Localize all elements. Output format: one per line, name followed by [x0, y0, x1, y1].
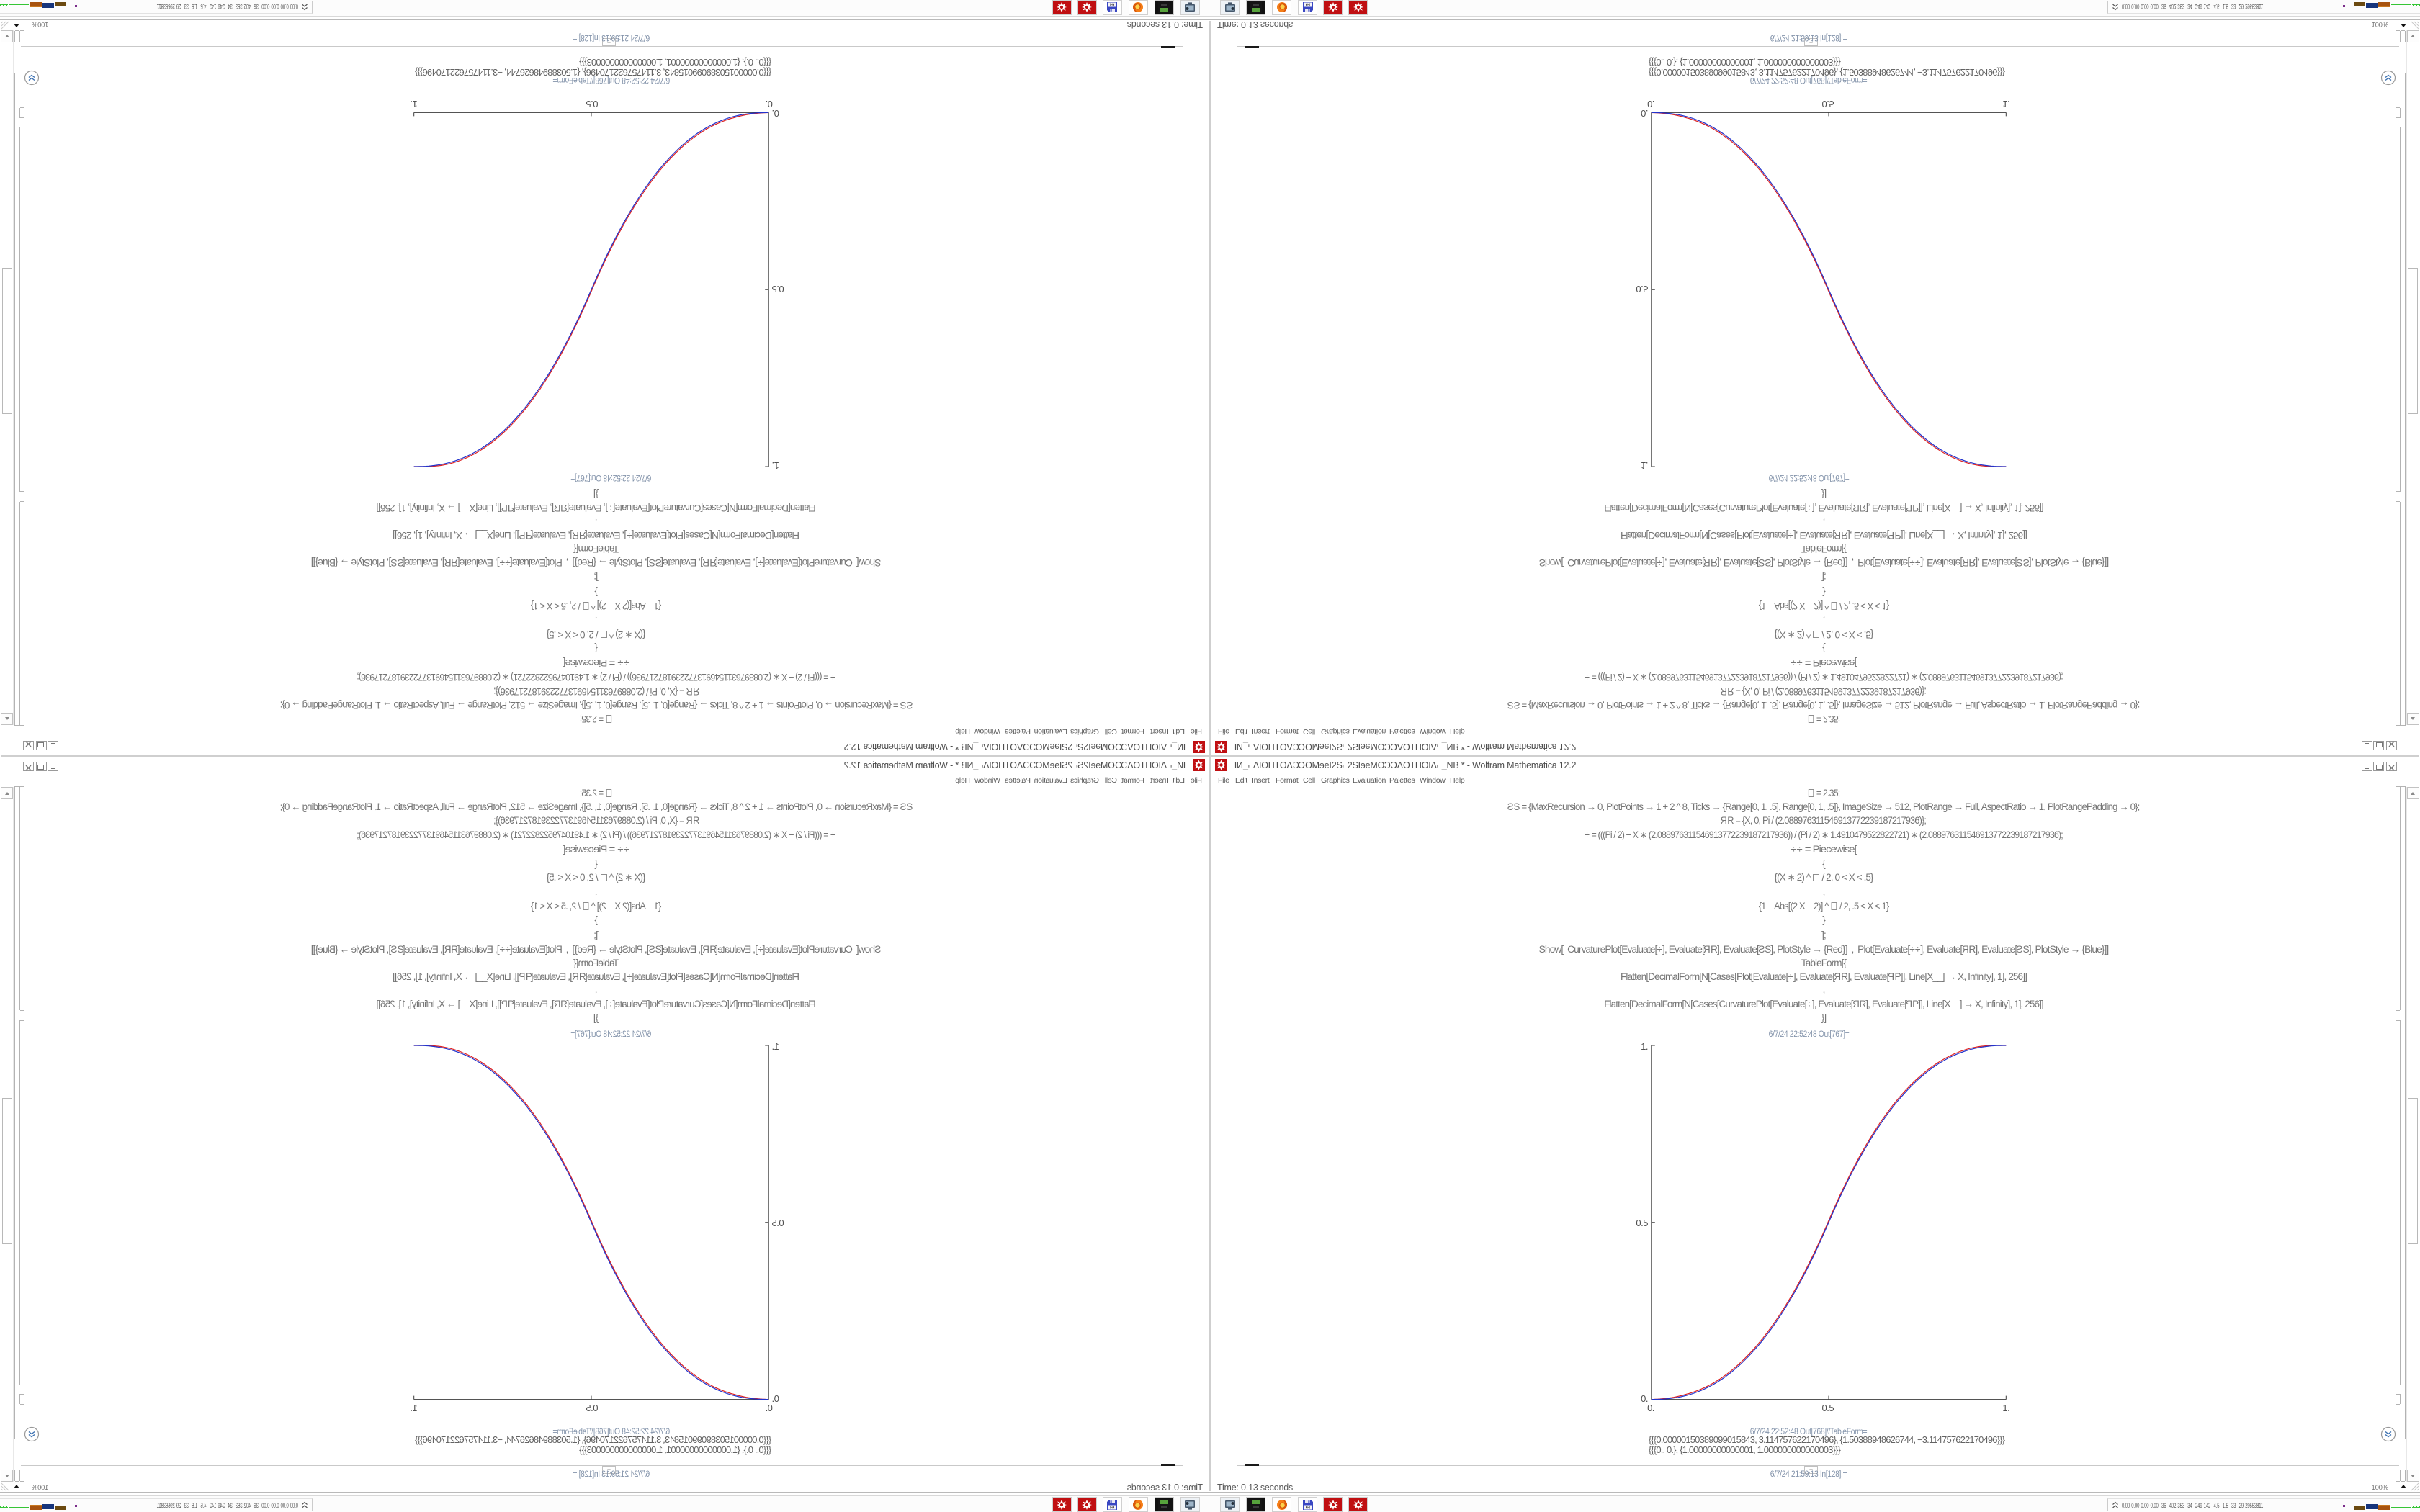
svg-text:64: 64 [1306, 2, 1310, 6]
svg-text:64: 64 [1111, 1506, 1115, 1510]
svg-text:64: 64 [1306, 1506, 1310, 1510]
svg-text:64: 64 [1111, 2, 1115, 6]
